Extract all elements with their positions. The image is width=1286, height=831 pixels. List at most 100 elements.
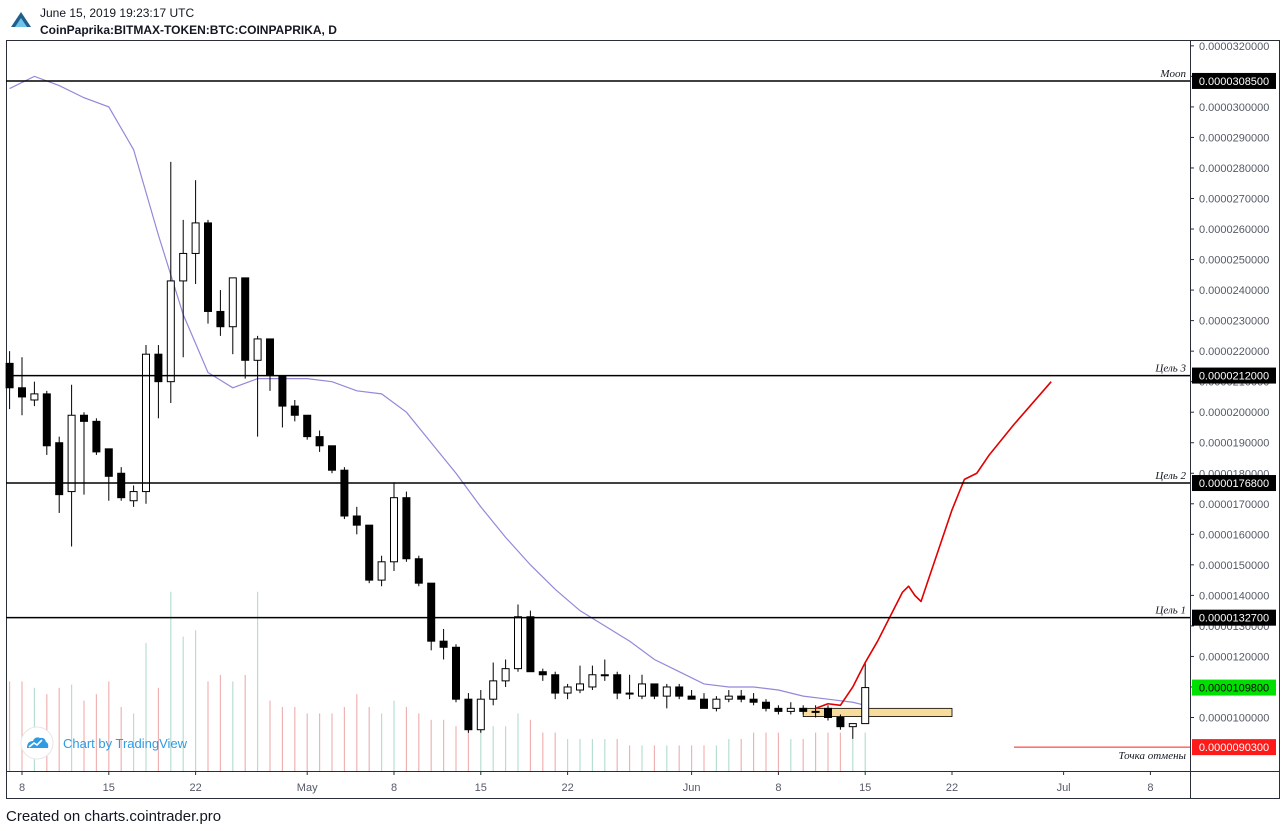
price-label-box: [1192, 739, 1276, 756]
candle-body: [30, 393, 39, 401]
candle-body: [390, 497, 398, 563]
level-price-label: 0.0000308500: [1192, 72, 1276, 89]
candle-body: [67, 414, 76, 493]
price-tick-label: 0.0000260000: [1199, 224, 1269, 236]
candle: [414, 555, 423, 587]
candle-body: [42, 393, 51, 447]
candle: [762, 699, 770, 712]
candle-body: [290, 405, 299, 416]
candle: [166, 161, 175, 404]
candle-body: [179, 252, 188, 282]
candle: [402, 491, 411, 562]
level-price-label: 0.0000212000: [1192, 367, 1276, 384]
candle: [600, 659, 609, 681]
candle-body: [514, 616, 522, 670]
candle: [92, 418, 101, 455]
candle-body: [204, 222, 212, 312]
price-tick-label: 0.0000170000: [1199, 499, 1269, 511]
level-name: Цель 3: [1154, 363, 1186, 375]
time-tick-label: May: [297, 782, 318, 794]
time-tick-label: 15: [103, 782, 115, 794]
price-labels: 0.0000308500 0.0000212000 0.0000176800 0.00…: [1192, 72, 1276, 756]
candle-body: [352, 515, 361, 526]
candle-body: [191, 222, 200, 254]
candle: [216, 290, 225, 336]
candle: [365, 524, 374, 584]
level-name: Цель 1: [1154, 605, 1186, 617]
candle: [563, 683, 572, 700]
tradingview-watermark[interactable]: Chart by TradingView: [20, 726, 188, 760]
candle-body: [700, 698, 708, 709]
candle-body: [613, 674, 622, 694]
candle: [464, 693, 473, 733]
candle: [253, 335, 262, 437]
candle: [613, 671, 622, 700]
candle-body: [117, 472, 126, 499]
price-tick-label: 0.0000100000: [1199, 713, 1269, 725]
level-price-label: 0.0000132700: [1192, 609, 1276, 626]
price-tick-label: 0.0000300000: [1199, 102, 1269, 114]
candle: [266, 338, 274, 391]
candle: [538, 668, 547, 681]
price-label-box: [1192, 679, 1276, 696]
candle: [303, 414, 312, 440]
candle-body: [762, 701, 770, 709]
candle: [390, 482, 398, 571]
candle-body: [18, 387, 26, 398]
candle: [55, 436, 64, 513]
candle: [42, 390, 51, 455]
time-tick-label: 8: [1147, 782, 1153, 794]
candle-body: [650, 683, 659, 697]
candle: [687, 690, 696, 700]
symbol-title: CoinPaprika:BITMAX-TOKEN:BTC:COINPAPRIKA…: [40, 23, 337, 37]
candle: [861, 662, 870, 725]
candle-body: [328, 445, 336, 471]
candle: [551, 671, 560, 700]
candle-body: [278, 375, 287, 407]
candle-body: [241, 277, 250, 361]
candle-body: [662, 686, 671, 697]
candle: [352, 506, 361, 535]
candle-body: [811, 710, 820, 713]
candle: [191, 180, 200, 284]
candle-body: [402, 497, 411, 560]
candle-body: [538, 671, 547, 676]
time-tick-label: 22: [561, 782, 573, 794]
time-tick-label: 22: [189, 782, 201, 794]
candle-body: [712, 698, 721, 709]
price-chart[interactable]: Moon Цель 3 Цель 2 Цель 1 Точка отмены 0.000…: [0, 0, 1286, 800]
price-tick-label: 0.0000220000: [1199, 346, 1269, 358]
price-label-text: 0.0000176800: [1199, 478, 1269, 490]
price-tick-label: 0.0000190000: [1199, 438, 1269, 450]
price-label-text: 0.0000109800: [1199, 683, 1269, 695]
candle-body: [439, 640, 448, 648]
candle: [700, 693, 708, 709]
candle: [526, 610, 535, 673]
level-name: Цель 2: [1154, 470, 1186, 482]
time-axis[interactable]: 8 15 22 May 8 15 22 Jun 8 15 22 Jul 8: [19, 771, 1154, 794]
time-tick-label: Jul: [1057, 782, 1071, 794]
candle-body: [638, 683, 646, 697]
candle: [811, 705, 820, 718]
candle: [650, 683, 659, 700]
candle-body: [266, 338, 274, 377]
price-label-text: 0.0000090300: [1199, 742, 1269, 754]
candle-body: [489, 680, 498, 700]
candle-body: [216, 310, 225, 328]
price-tick-label: 0.0000120000: [1199, 651, 1269, 663]
candle-body: [551, 674, 560, 694]
price-tick-label: 0.0000200000: [1199, 407, 1269, 419]
price-label-text: 0.0000308500: [1199, 76, 1269, 88]
candle: [315, 430, 324, 452]
target-levels: Moon Цель 3 Цель 2 Цель 1 Точка отмены: [6, 68, 1190, 762]
candle: [278, 375, 287, 428]
candle: [712, 696, 721, 712]
price-label-text: 0.0000132700: [1199, 613, 1269, 625]
candle: [427, 582, 436, 651]
time-tick-label: 8: [19, 782, 25, 794]
candle-body: [576, 683, 584, 691]
candle: [588, 665, 597, 691]
price-label-box: [1192, 367, 1276, 384]
price-tick-label: 0.0000290000: [1199, 132, 1269, 144]
price-label-box: [1192, 475, 1276, 492]
